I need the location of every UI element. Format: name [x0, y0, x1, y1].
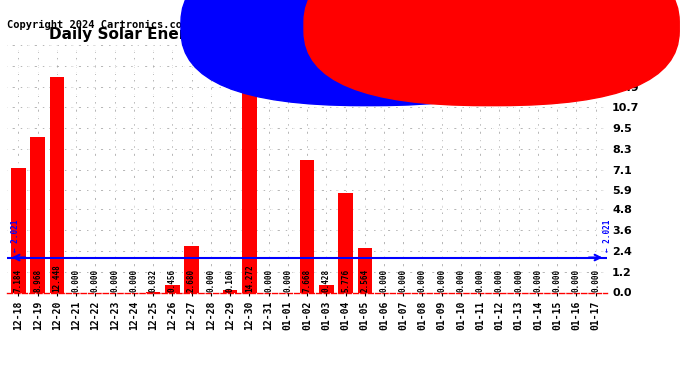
Text: 0.000: 0.000: [572, 269, 581, 292]
Bar: [319, 285, 333, 292]
Bar: [184, 246, 199, 292]
Bar: [165, 285, 179, 292]
Text: 12.448: 12.448: [52, 264, 61, 292]
Text: 8.968: 8.968: [33, 269, 42, 292]
Text: 14.272: 14.272: [245, 264, 254, 292]
Text: Average(kWh): Average(kWh): [379, 20, 460, 30]
Bar: [338, 192, 353, 292]
Text: 0.000: 0.000: [380, 269, 388, 292]
Text: 0.000: 0.000: [206, 269, 215, 292]
Text: 0.428: 0.428: [322, 269, 331, 292]
Title: Daily Solar Energy & Average  Production  Thu Jan 18  15:27: Daily Solar Energy & Average Production …: [49, 27, 565, 42]
Text: 0.000: 0.000: [130, 269, 139, 292]
FancyBboxPatch shape: [181, 0, 556, 106]
Text: 0.000: 0.000: [110, 269, 119, 292]
Text: ← 2.021: ← 2.021: [603, 220, 612, 252]
Bar: [242, 45, 257, 292]
Bar: [50, 77, 64, 292]
Text: 0.000: 0.000: [514, 269, 523, 292]
Text: 0.000: 0.000: [437, 269, 446, 292]
Text: 0.000: 0.000: [264, 269, 273, 292]
Bar: [300, 160, 314, 292]
Text: ← 2.021: ← 2.021: [11, 220, 20, 252]
FancyBboxPatch shape: [304, 0, 679, 106]
Text: 0.000: 0.000: [591, 269, 600, 292]
Text: Daily(kWh): Daily(kWh): [499, 20, 566, 30]
Text: 0.000: 0.000: [553, 269, 562, 292]
Bar: [30, 137, 45, 292]
Text: 0.160: 0.160: [226, 269, 235, 292]
Text: 7.668: 7.668: [302, 269, 312, 292]
Text: 0.000: 0.000: [72, 269, 81, 292]
Text: 0.000: 0.000: [457, 269, 466, 292]
Text: 0.000: 0.000: [418, 269, 427, 292]
Text: 0.032: 0.032: [148, 269, 157, 292]
Text: 0.000: 0.000: [495, 269, 504, 292]
Text: 5.776: 5.776: [341, 269, 350, 292]
Bar: [223, 290, 237, 292]
Text: 0.000: 0.000: [399, 269, 408, 292]
Text: 0.000: 0.000: [533, 269, 542, 292]
Text: 0.000: 0.000: [284, 269, 293, 292]
Text: 2.564: 2.564: [360, 269, 369, 292]
Text: 7.184: 7.184: [14, 269, 23, 292]
Text: 0.000: 0.000: [91, 269, 100, 292]
Bar: [11, 168, 26, 292]
Text: 0.456: 0.456: [168, 269, 177, 292]
Text: Copyright 2024 Cartronics.com: Copyright 2024 Cartronics.com: [7, 20, 188, 30]
Bar: [357, 248, 372, 292]
Text: 0.000: 0.000: [475, 269, 484, 292]
Text: 2.680: 2.680: [187, 269, 196, 292]
